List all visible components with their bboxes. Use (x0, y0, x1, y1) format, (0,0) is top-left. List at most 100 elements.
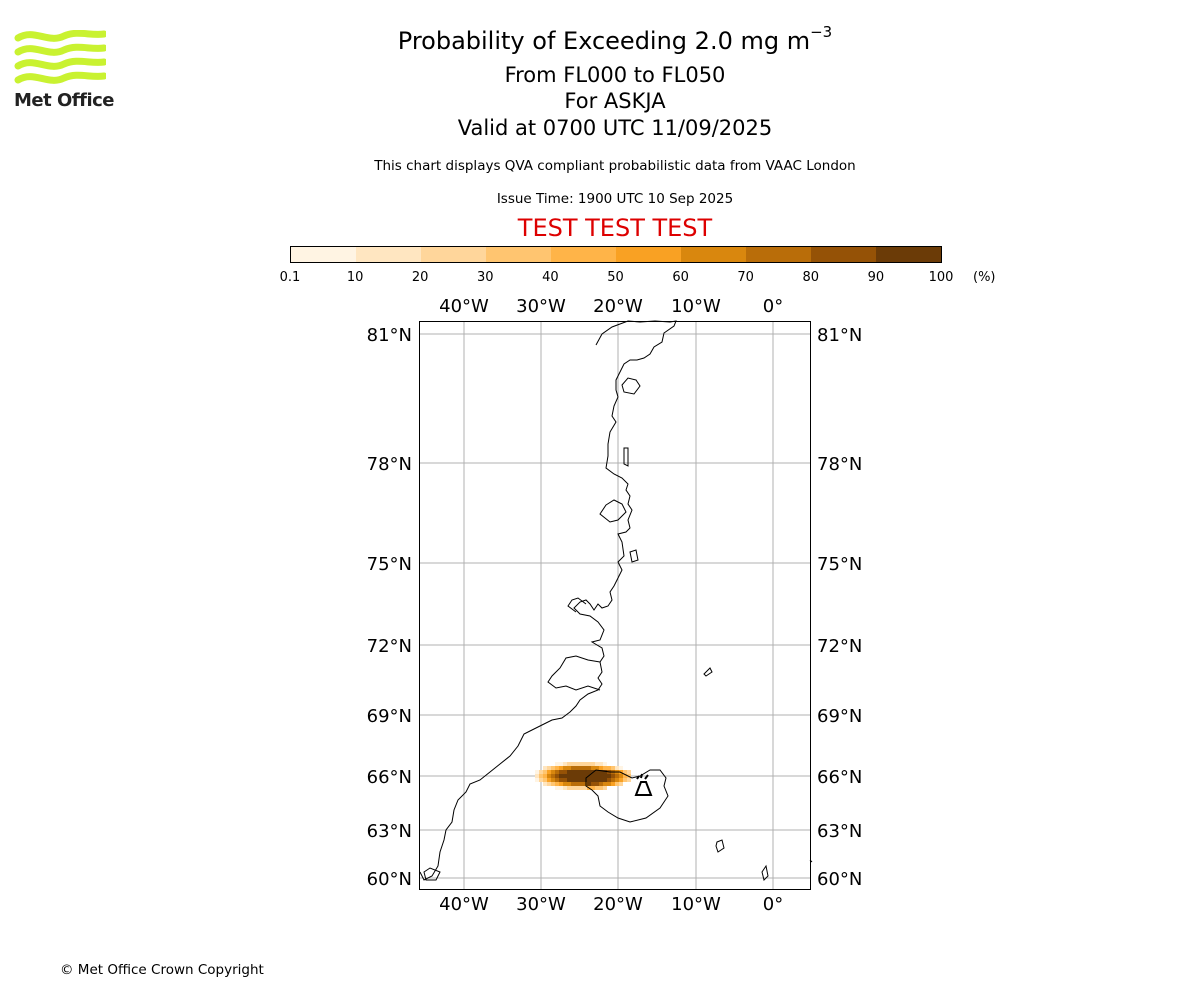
plume-cell (595, 782, 599, 786)
plume-cell (555, 786, 559, 790)
greenland-coast (419, 320, 677, 881)
plume-cell (591, 782, 595, 786)
plume-cell (587, 762, 591, 766)
plume-cell (563, 766, 567, 770)
jan-mayen (703, 667, 713, 677)
title-exponent: −3 (810, 23, 833, 41)
colorbar-segment (551, 247, 616, 262)
plume-cell (611, 778, 615, 782)
longitude-label-bottom: 30°W (516, 894, 566, 915)
plume-cell (571, 762, 575, 766)
plume-cell (575, 770, 579, 774)
greenland-island-2 (599, 499, 627, 523)
plume-cell (607, 774, 611, 778)
plume-cell (563, 782, 567, 786)
longitude-label-top: 10°W (671, 296, 721, 317)
met-office-logo (14, 29, 108, 112)
greenland-island-4 (629, 549, 639, 563)
graticule (419, 321, 810, 889)
plume-cell (603, 774, 607, 778)
map-frame (419, 321, 811, 890)
plume-cell (555, 774, 559, 778)
plume-cell (563, 786, 567, 790)
axis-labels: 40°W 40°W 30°W 30°W 20°W 20°W 10°W 10°W 0° 0° 81°N… (367, 296, 863, 915)
longitude-label-top: 20°W (593, 296, 643, 317)
colorbar-segment (356, 247, 421, 262)
plume-cell (571, 786, 575, 790)
greenland-fjord-2 (547, 655, 601, 691)
plume-cell (623, 778, 627, 782)
logo-text: Met Office (14, 90, 115, 111)
plume-cell (579, 774, 583, 778)
latitude-label-right: 72°N (817, 636, 862, 657)
chart-description: This chart displays QVA compliant probab… (374, 158, 856, 174)
plume-cell (575, 786, 579, 790)
plume-cell (615, 778, 619, 782)
met-office-waves-logo-icon (14, 29, 108, 84)
latitude-label-left: 69°N (367, 706, 412, 727)
latitude-label-right: 63°N (817, 821, 862, 842)
plume-cell (559, 766, 563, 770)
plume-cell (607, 782, 611, 786)
colorbar-tick-label: 20 (411, 270, 429, 285)
plume-cell (611, 774, 615, 778)
plume-cell (559, 786, 563, 790)
faroe-islands (715, 839, 725, 853)
plume-cell (575, 778, 579, 782)
plume-cell (575, 782, 579, 786)
plume-cell (535, 774, 539, 778)
plume-cell (615, 766, 619, 770)
plume-cell (599, 770, 603, 774)
plume-cell (603, 766, 607, 770)
plume-cell (603, 786, 607, 790)
plume-cell (615, 774, 619, 778)
plume-cell (559, 778, 563, 782)
greenland-island-3 (623, 447, 629, 467)
plume-cell (595, 786, 599, 790)
plume-cell (599, 786, 603, 790)
plume-cell (615, 782, 619, 786)
colorbar-tick-label: 80 (802, 270, 820, 285)
plume-cell (627, 770, 631, 774)
plume-cell (595, 770, 599, 774)
coastlines (419, 320, 813, 881)
plume-cell (619, 774, 623, 778)
longitude-label-top: 0° (763, 296, 783, 317)
plume-cell (551, 782, 555, 786)
plume-cell (559, 762, 563, 766)
plume-cell (559, 770, 563, 774)
plume-cell (543, 770, 547, 774)
plume-cell (535, 770, 539, 774)
plume-cell (555, 770, 559, 774)
colorbar-tick-label: 30 (477, 270, 494, 285)
plume-cell (547, 778, 551, 782)
shetland-islands (761, 864, 769, 881)
plume-cell (571, 770, 575, 774)
plume-cell (547, 774, 551, 778)
plume-cell (607, 766, 611, 770)
plume-cell (591, 762, 595, 766)
colorbar-segment (616, 247, 681, 262)
plume-cell (575, 762, 579, 766)
plume-cell (535, 778, 539, 782)
plume-cell (587, 766, 591, 770)
volcano-title: For ASKJA (564, 89, 666, 113)
plume-cell (539, 770, 543, 774)
colorbar-tick-label: 90 (867, 270, 885, 285)
latitude-label-right: 60°N (817, 869, 862, 890)
latitude-label-left: 66°N (367, 767, 412, 788)
plume-cell (583, 774, 587, 778)
plume-cell (583, 766, 587, 770)
plume-cell (583, 762, 587, 766)
greenland-fjord-1 (567, 597, 587, 613)
colorbar-segment (811, 247, 876, 262)
plume-cell (543, 774, 547, 778)
plume-cell (543, 778, 547, 782)
plume-cell (579, 770, 583, 774)
plume-cell (575, 766, 579, 770)
plume-cell (611, 782, 615, 786)
plume-cell (543, 766, 547, 770)
copyright: © Met Office Crown Copyright (60, 962, 264, 978)
plume-cell (551, 766, 555, 770)
colorbar-tick-label: 60 (672, 270, 689, 285)
